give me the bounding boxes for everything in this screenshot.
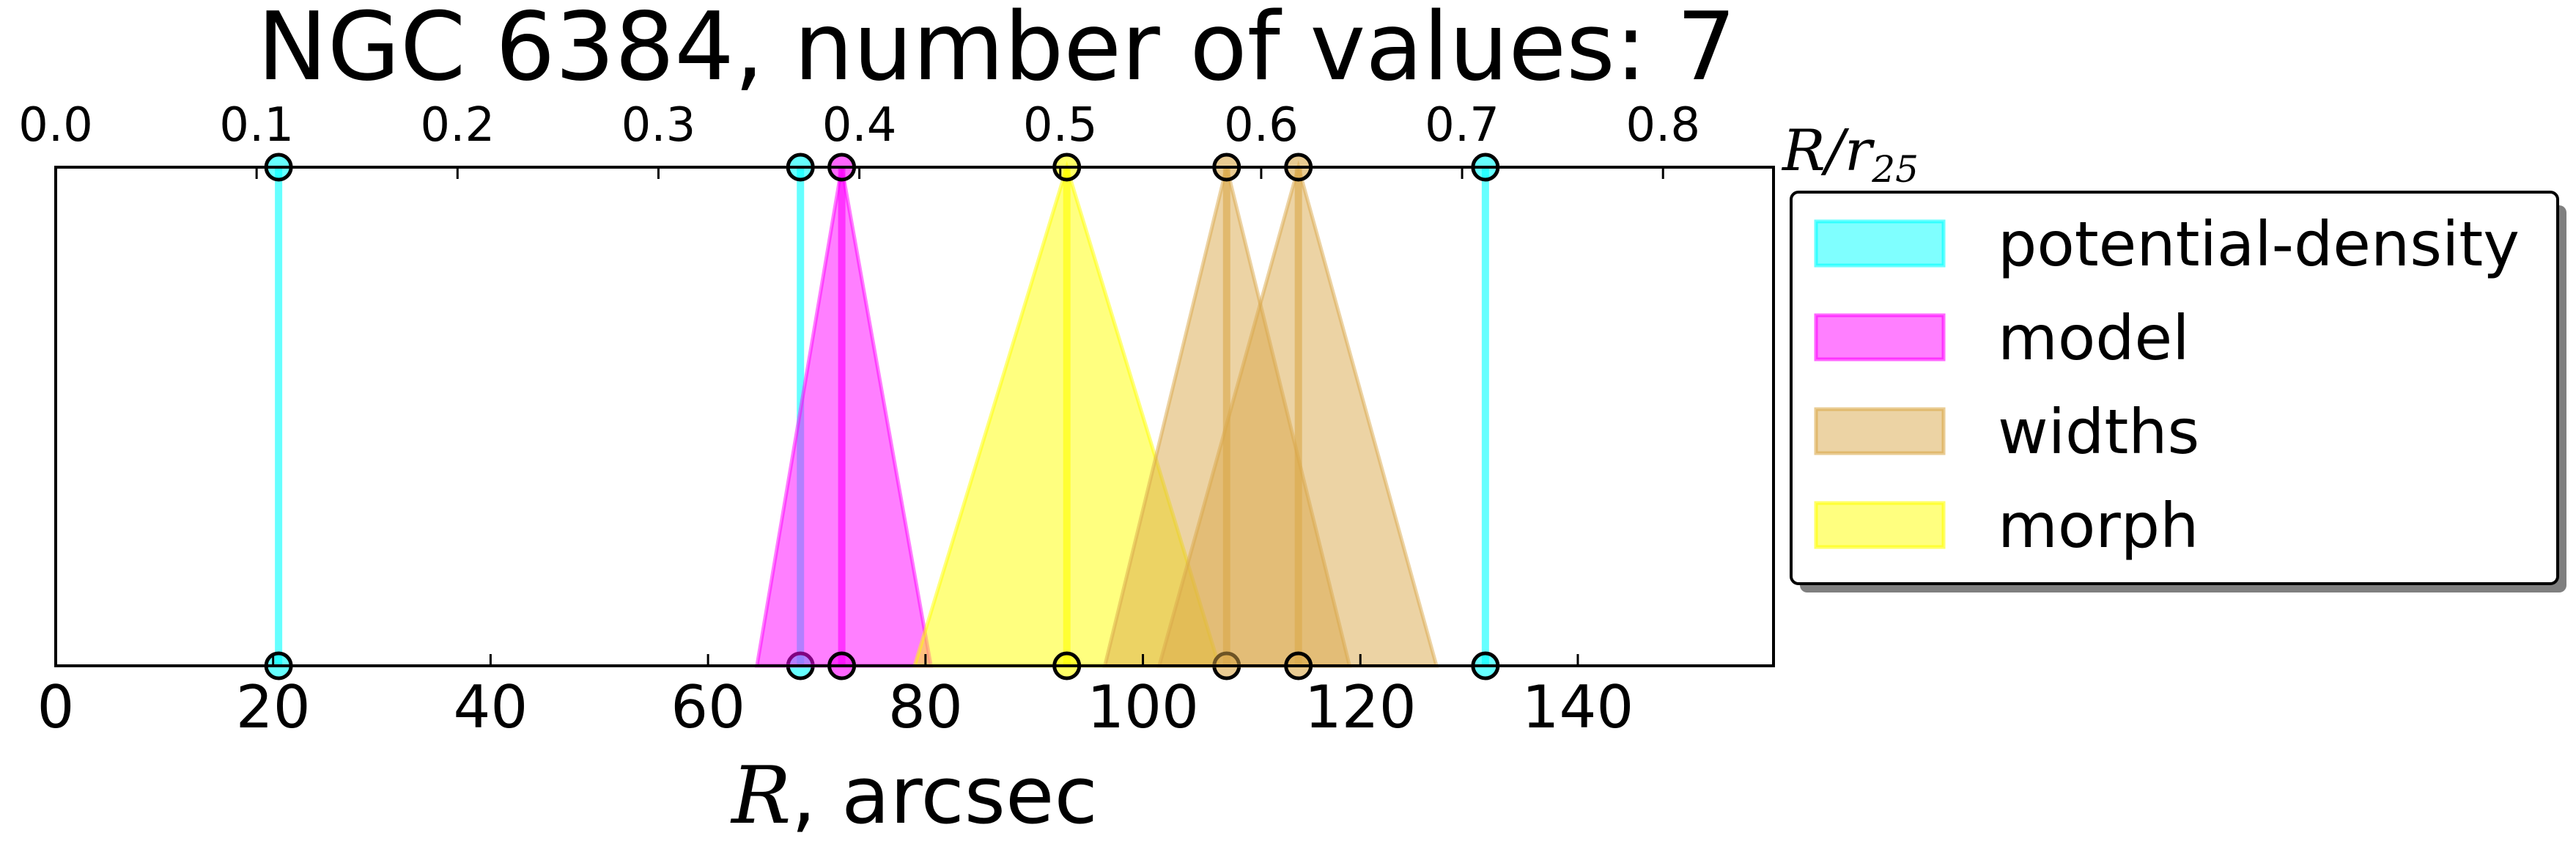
chart-marks [264,153,1500,680]
top-axis-label-main: R/r [1781,118,1875,184]
legend-items: potential-density model widths morph [1814,208,2520,562]
series-model [754,153,934,680]
x-tick-label-0: 0 [37,673,75,741]
x-tick-label-140: 140 [1522,673,1634,741]
x-axis-label: R, arcsec [730,750,1098,842]
legend-swatch-widths [1814,407,1946,455]
x-tick-label-80: 80 [888,673,963,741]
bottom-axis: 0 20 40 60 80 100 120 140 [37,654,1634,741]
legend-box [1790,191,2559,585]
x-axis-label-symbol: R [730,750,791,842]
legend-label-model: model [1998,302,2190,374]
top-tick-label-0.5: 0.5 [1023,98,1098,153]
plot-frame [54,166,1775,667]
legend-label-potential-density: potential-density [1998,208,2520,280]
top-axis-label: R/r25 [1781,118,1919,191]
x-tick-label-120: 120 [1304,673,1417,741]
top-tick-label-0.0: 0.0 [18,98,93,153]
legend-label-widths: widths [1998,396,2199,468]
top-tick-label-0.6: 0.6 [1224,98,1299,153]
legend-swatch-potential-density [1814,219,1946,268]
x-tick-label-20: 20 [236,673,311,741]
series-widths [1102,153,1439,680]
top-tick-label-0.2: 0.2 [420,98,495,153]
legend-label-morph: morph [1998,490,2199,562]
top-axis-label-sub: 25 [1871,148,1919,191]
x-tick-label-100: 100 [1087,673,1199,741]
top-axis: 0.0 0.1 0.2 0.3 0.4 0.5 0.6 0.7 0.8 [18,98,1700,179]
legend-swatch-model [1814,313,1946,362]
x-axis-label-unit: , arcsec [791,750,1097,842]
top-tick-label-0.8: 0.8 [1625,98,1700,153]
top-tick-label-0.3: 0.3 [621,98,696,153]
legend-swatch-morph [1814,501,1946,549]
top-tick-label-0.7: 0.7 [1425,98,1499,153]
x-tick-label-40: 40 [454,673,528,741]
top-tick-label-0.4: 0.4 [822,98,897,153]
top-tick-label-0.1: 0.1 [219,98,294,153]
legend: potential-density model widths morph [1790,191,2566,592]
chart-title: NGC 6384, number of values: 7 [257,0,1736,102]
x-tick-label-60: 60 [671,673,745,741]
